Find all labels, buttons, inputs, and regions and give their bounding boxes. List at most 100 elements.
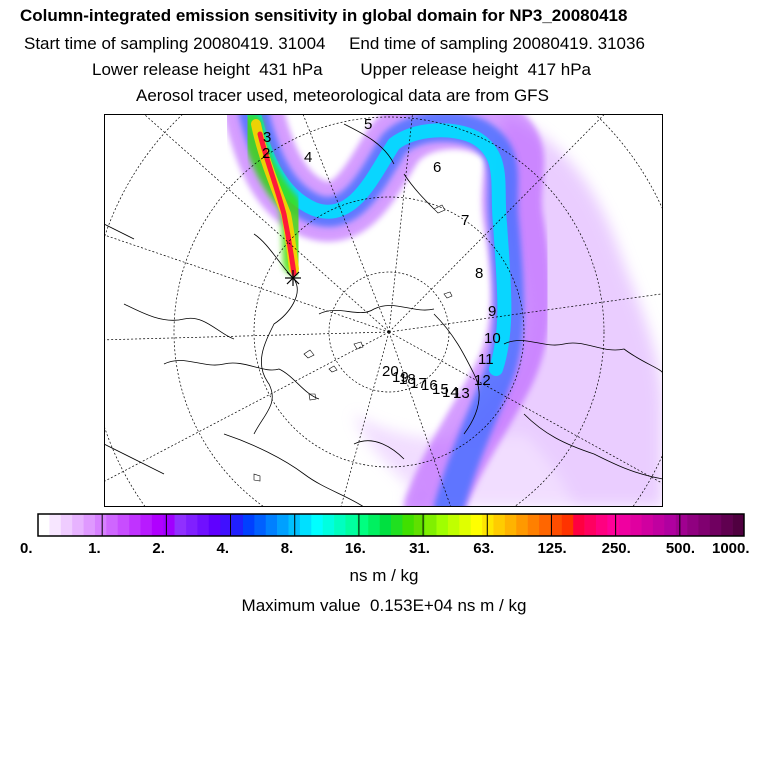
colorbar-cell (618, 514, 631, 536)
colorbar-cell (721, 514, 733, 536)
colorbar-cell (220, 514, 232, 536)
colorbar-tick-label: 2. (152, 540, 165, 557)
colorbar-cell (322, 514, 335, 536)
colorbar-cell (539, 514, 551, 536)
colorbar-cell (470, 514, 483, 536)
colorbar-tick-label: 4. (216, 540, 230, 557)
colorbar-cell (242, 514, 255, 536)
colorbar-tick-label: 500. (665, 540, 696, 557)
colorbar-cell (447, 514, 460, 536)
traj-label: 16 (421, 377, 438, 394)
colorbar-cell (493, 514, 506, 536)
colorbar-cell (436, 514, 449, 536)
sensitivity-map: 3 2 4 5 6 7 8 9 10 11 12 13 14 15 16 17 … (104, 114, 663, 507)
latitude-circles (104, 114, 663, 507)
traj-label: 5 (364, 116, 372, 133)
colorbar-tick-label: 250. (601, 540, 631, 557)
colorbar-cell (356, 514, 369, 536)
colorbar-cell (516, 514, 528, 536)
colorbar-tick-label: 31. (409, 540, 430, 557)
colorbar-cell (607, 514, 620, 536)
colorbar-cell (151, 514, 164, 536)
colorbar-cell (709, 514, 722, 536)
colorbar-cell (732, 514, 745, 536)
colorbar-cell (573, 514, 585, 536)
traj-label: 18 (399, 371, 416, 388)
sampling-time-line: Start time of sampling 20080419. 31004 E… (24, 34, 645, 53)
colorbar-cell (675, 514, 688, 536)
meridians (104, 114, 663, 507)
plume-red (257, 131, 297, 277)
colorbar-cell (504, 514, 517, 536)
colorbar-cell (345, 514, 358, 536)
colorbar-tick-label: 63. (473, 540, 495, 557)
traj-label: 20 (382, 363, 399, 380)
colorbar-cell (163, 514, 175, 536)
colorbar-tick-label: 125. (537, 540, 567, 557)
traj-label: 2 (262, 145, 270, 162)
colorbar-cell (368, 514, 380, 536)
traj-label: 14 (442, 384, 459, 401)
colorbar-cell (550, 514, 563, 536)
colorbar-cell (527, 514, 540, 536)
colorbar-cell (379, 514, 392, 536)
tracer-info-line: Aerosol tracer used, meteorological data… (136, 86, 549, 105)
colorbar-cell (413, 514, 426, 536)
colorbar-cell (425, 514, 437, 536)
colorbar-frame (37, 513, 745, 537)
star-icon (285, 270, 301, 286)
colorbar-cell (664, 514, 676, 536)
colorbar-cell (459, 514, 472, 536)
colorbar-cell (561, 514, 574, 536)
traj-label: 19 (392, 369, 409, 386)
colorbar-cell (60, 514, 73, 536)
colorbar-cell (72, 514, 84, 536)
traj-label: 11 (478, 351, 494, 368)
traj-label: 10 (484, 330, 501, 347)
colorbar-tick-label: 16. (344, 540, 366, 557)
traj-label: 12 (474, 372, 491, 389)
colorbar-cell (208, 514, 221, 536)
traj-label: 3 (263, 129, 271, 146)
colorbar-cell (174, 514, 187, 536)
colorbar-cell (94, 514, 107, 536)
colorbar-cell (630, 514, 642, 536)
colorbar (37, 513, 745, 537)
traj-label: 17 (410, 375, 427, 392)
colorbar-cell (265, 514, 278, 536)
islands (253, 204, 453, 482)
colorbar-cell (231, 514, 244, 536)
colorbar-cell (402, 514, 415, 536)
traj-label: 7 (461, 212, 469, 229)
colorbar-cell (129, 514, 141, 536)
traj-label: 4 (304, 149, 312, 166)
colorbar-cell (584, 514, 597, 536)
traj-label: 6 (433, 159, 441, 176)
colorbar-tick-label: 1000. (712, 540, 750, 557)
colorbar-cell (334, 514, 346, 536)
colorbar-cell (117, 514, 130, 536)
release-height-line: Lower release height 431 hPa Upper relea… (92, 60, 591, 79)
colorbar-cell (687, 514, 699, 536)
traj-label: 15 (432, 381, 449, 398)
colorbar-cell (391, 514, 403, 536)
colorbar-cell (254, 514, 267, 536)
colorbar-cell (38, 514, 50, 536)
plot-title: Column-integrated emission sensitivity i… (20, 6, 628, 25)
colorbar-tick-label: 8. (280, 540, 294, 557)
colorbar-cell (49, 514, 62, 536)
colorbar-cell (299, 514, 312, 536)
colorbar-cell (186, 514, 198, 536)
colorbar-cell (140, 514, 153, 536)
colorbar-cell (482, 514, 494, 536)
traj-label: 8 (475, 265, 483, 282)
colorbar-tick-label: 0. (20, 540, 33, 557)
traj-label: 13 (453, 385, 470, 402)
colorbar-cell (197, 514, 210, 536)
colorbar-cell (83, 514, 96, 536)
map-frame (104, 114, 663, 507)
colorbar-cell (595, 514, 608, 536)
units-label: ns m / kg (349, 566, 419, 585)
colorbar-cell (311, 514, 323, 536)
colorbar-cell (698, 514, 711, 536)
